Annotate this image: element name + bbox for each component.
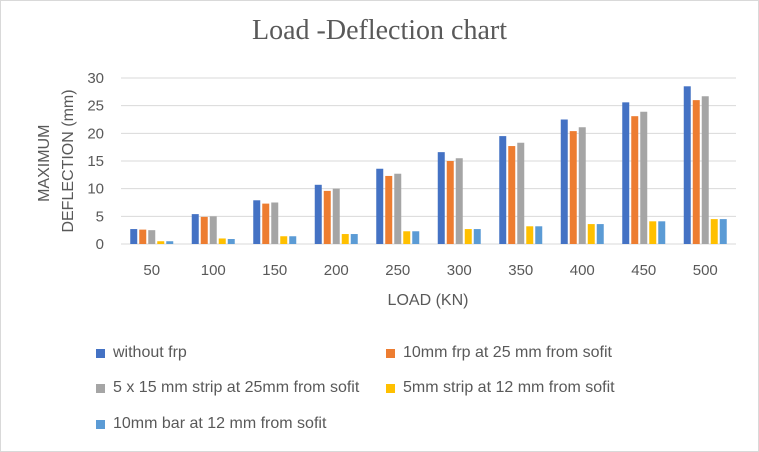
x-tick-label: 500	[693, 262, 718, 279]
legend-label: 5 x 15 mm strip at 25mm from sofit	[113, 379, 360, 396]
bar	[253, 200, 261, 244]
legend-swatch	[386, 383, 395, 393]
bar	[385, 175, 393, 244]
x-tick-labels: 50 100 150 200 250 300 350 400 450 500	[143, 262, 717, 279]
y-axis-label-line-1: MAXIMUM	[36, 125, 53, 202]
legend-label: 10mm bar at 12 mm from sofit	[113, 415, 327, 432]
x-axis-label: LOAD (KN)	[388, 292, 469, 309]
bar	[596, 224, 604, 244]
x-tick-label: 350	[508, 262, 533, 279]
bar	[701, 96, 709, 244]
bar	[683, 86, 691, 244]
legend-item: 5mm strip at 12 mm from sofit	[386, 379, 615, 397]
bar	[350, 234, 358, 244]
bar	[446, 161, 454, 244]
bar	[508, 146, 516, 244]
legend-label: without frp	[113, 344, 187, 361]
bar	[376, 168, 384, 244]
bar	[710, 219, 718, 244]
bar	[130, 229, 138, 244]
x-tick-label: 450	[631, 262, 656, 279]
y-tick-label: 0	[96, 236, 104, 253]
bar	[323, 190, 331, 244]
bar	[332, 188, 340, 244]
bar	[139, 229, 147, 244]
bar	[341, 234, 349, 244]
bar	[622, 102, 630, 244]
legend-item: 10mm frp at 25 mm from sofit	[386, 344, 612, 362]
y-tick-label: 5	[96, 208, 104, 225]
y-tick-label: 10	[87, 181, 104, 198]
x-tick-label: 400	[570, 262, 595, 279]
bar	[227, 239, 235, 244]
bar	[578, 127, 586, 244]
bar	[569, 131, 577, 244]
y-axis-label-line-2: DEFLECTION (mm)	[60, 89, 77, 232]
y-tick-label: 25	[87, 98, 104, 115]
bar	[587, 224, 595, 244]
chart-title: Load -Deflection chart	[252, 15, 507, 46]
y-tick-label: 20	[87, 125, 104, 142]
bar	[499, 136, 507, 244]
bar	[148, 230, 156, 244]
bar	[719, 219, 727, 244]
bar	[692, 100, 700, 244]
bar	[209, 216, 217, 244]
legend-swatch	[96, 419, 105, 429]
bar	[314, 184, 322, 244]
x-tick-label: 150	[262, 262, 287, 279]
bar	[640, 111, 648, 245]
bar	[262, 203, 270, 244]
bar	[271, 202, 279, 244]
legend-swatch	[386, 348, 395, 358]
x-tick-label: 200	[324, 262, 349, 279]
legend-item: 10mm bar at 12 mm from sofit	[96, 415, 326, 433]
bar	[403, 231, 411, 244]
x-tick-label: 100	[201, 262, 226, 279]
bar	[280, 236, 288, 244]
bar	[218, 238, 226, 244]
x-tick-label: 250	[385, 262, 410, 279]
x-tick-label: 300	[447, 262, 472, 279]
bar	[289, 236, 297, 244]
legend-swatch	[96, 383, 105, 393]
legend-item: without frp	[96, 344, 187, 362]
y-tick-label: 30	[87, 70, 104, 87]
bar	[649, 221, 657, 244]
bar	[464, 229, 472, 244]
bar	[412, 231, 420, 244]
bars	[130, 86, 727, 245]
legend-label: 5mm strip at 12 mm from sofit	[403, 379, 615, 396]
bar	[200, 216, 208, 244]
bar	[437, 152, 445, 244]
legend-label: 10mm frp at 25 mm from sofit	[403, 344, 612, 361]
legend-item: 5 x 15 mm strip at 25mm from sofit	[96, 379, 359, 397]
bar	[535, 226, 543, 244]
bar	[191, 214, 199, 244]
bar	[455, 158, 463, 244]
bar	[560, 119, 568, 244]
x-tick-label: 50	[143, 262, 160, 279]
bar	[526, 226, 534, 244]
y-tick-label: 15	[87, 153, 104, 170]
y-axis-label: MAXIMUM DEFLECTION (mm)	[36, 89, 77, 232]
bar	[166, 241, 174, 244]
bar	[658, 221, 666, 244]
bar	[473, 229, 481, 244]
bar	[517, 142, 525, 244]
bar	[394, 173, 402, 244]
legend-swatch	[96, 348, 105, 358]
bar	[157, 241, 165, 244]
bar	[631, 116, 639, 244]
y-tick-labels: 0 5 10 15 20 25 30	[87, 70, 104, 253]
